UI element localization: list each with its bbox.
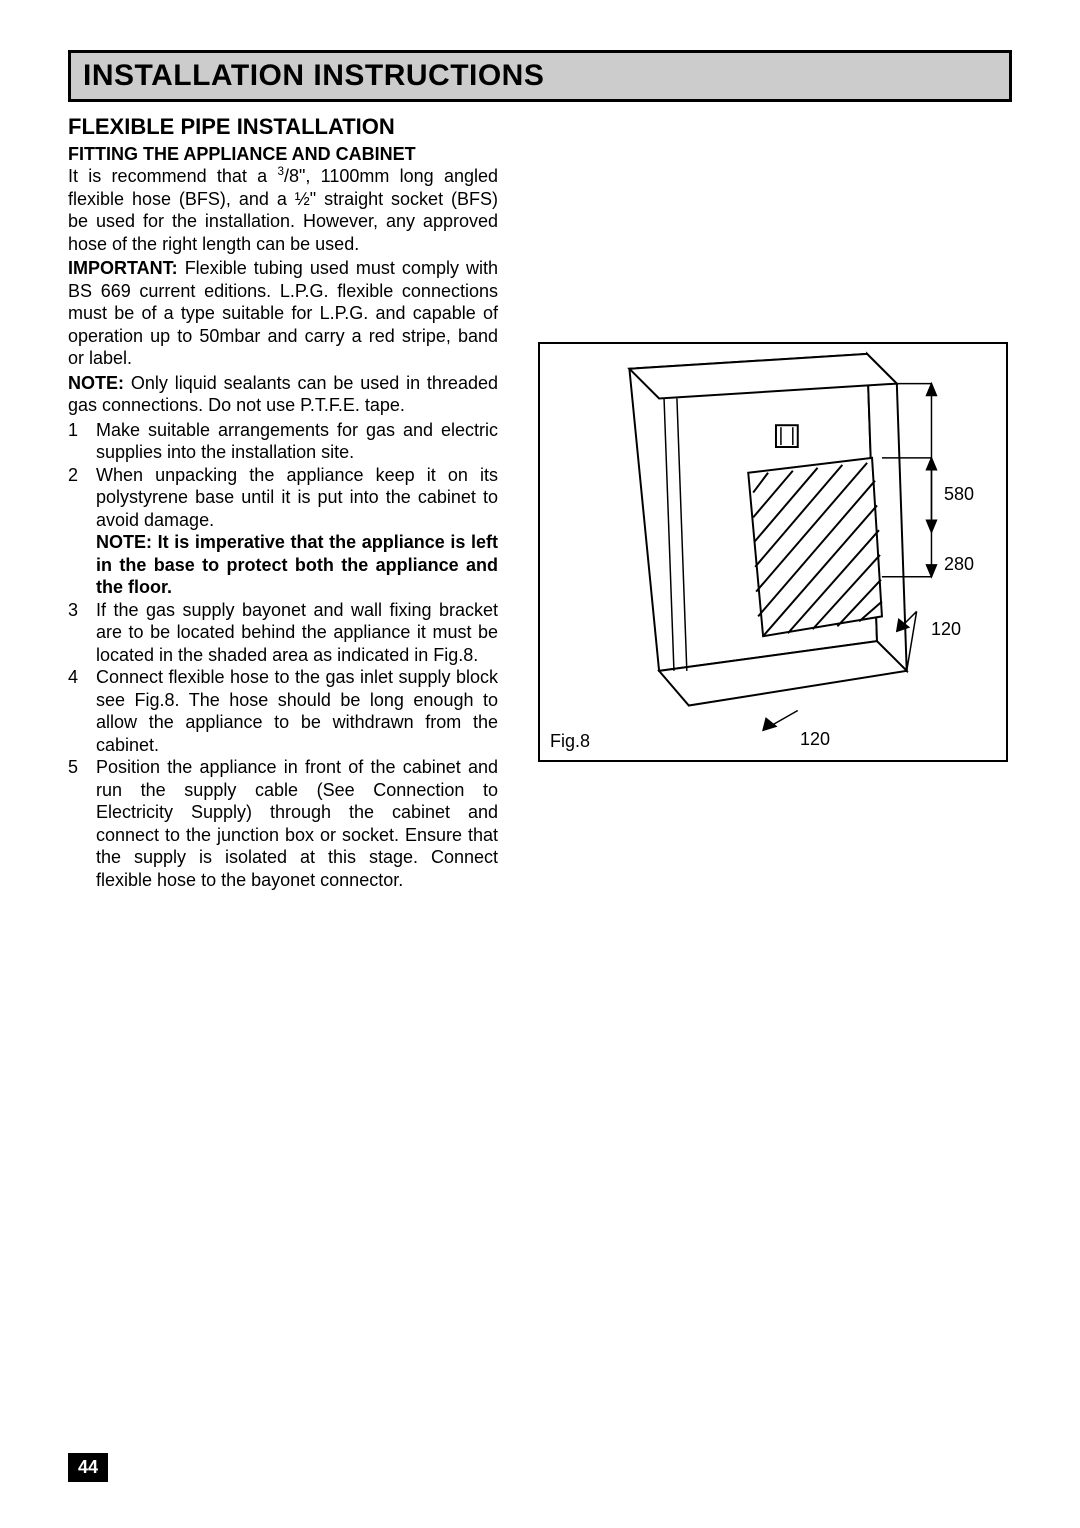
step-number: 3 — [68, 599, 96, 667]
steps-list: 1 Make suitable arrangements for gas and… — [68, 419, 498, 892]
left-column: FITTING THE APPLIANCE AND CABINET It is … — [68, 142, 498, 891]
step-body: Make suitable arrangements for gas and e… — [96, 419, 498, 464]
intro-paragraph: It is recommend that a 3/8", 1100mm long… — [68, 165, 498, 255]
dim-580: 580 — [944, 484, 974, 505]
figure-8: Fig.8 580 280 120 120 — [538, 342, 1008, 762]
page-title: INSTALLATION INSTRUCTIONS — [83, 59, 997, 93]
step-4: 4 Connect flexible hose to the gas inlet… — [68, 666, 498, 756]
step-body: When unpacking the appliance keep it on … — [96, 464, 498, 599]
step-number: 4 — [68, 666, 96, 756]
appliance-diagram — [540, 344, 1006, 760]
step-body: If the gas supply bayonet and wall fixin… — [96, 599, 498, 667]
step-2-note: NOTE: It is imperative that the applianc… — [96, 532, 498, 597]
step-number: 1 — [68, 419, 96, 464]
step-body: Position the appliance in front of the c… — [96, 756, 498, 891]
step-3: 3 If the gas supply bayonet and wall fix… — [68, 599, 498, 667]
right-column: Fig.8 580 280 120 120 — [538, 142, 1008, 891]
dim-120-a: 120 — [931, 619, 961, 640]
note-body: Only liquid sealants can be used in thre… — [68, 373, 498, 416]
step-number: 2 — [68, 464, 96, 599]
important-label: IMPORTANT: — [68, 258, 178, 278]
page: INSTALLATION INSTRUCTIONS FLEXIBLE PIPE … — [0, 0, 1080, 1528]
step-2: 2 When unpacking the appliance keep it o… — [68, 464, 498, 599]
figure-label: Fig.8 — [550, 731, 590, 752]
subsection-title: FITTING THE APPLIANCE AND CABINET — [68, 144, 498, 165]
step-body: Connect flexible hose to the gas inlet s… — [96, 666, 498, 756]
section-title: FLEXIBLE PIPE INSTALLATION — [68, 114, 1012, 140]
header-bar: INSTALLATION INSTRUCTIONS — [68, 50, 1012, 102]
step-2a: When unpacking the appliance keep it on … — [96, 465, 498, 530]
step-number: 5 — [68, 756, 96, 891]
dim-120-b: 120 — [800, 729, 830, 750]
important-paragraph: IMPORTANT: Flexible tubing used must com… — [68, 257, 498, 370]
note-paragraph: NOTE: Only liquid sealants can be used i… — [68, 372, 498, 417]
step-5: 5 Position the appliance in front of the… — [68, 756, 498, 891]
step-1: 1 Make suitable arrangements for gas and… — [68, 419, 498, 464]
page-number: 44 — [68, 1453, 108, 1482]
content-columns: FITTING THE APPLIANCE AND CABINET It is … — [68, 142, 1012, 891]
dim-280: 280 — [944, 554, 974, 575]
intro-text-a: It is recommend that a — [68, 166, 277, 186]
note-label: NOTE: — [68, 373, 124, 393]
